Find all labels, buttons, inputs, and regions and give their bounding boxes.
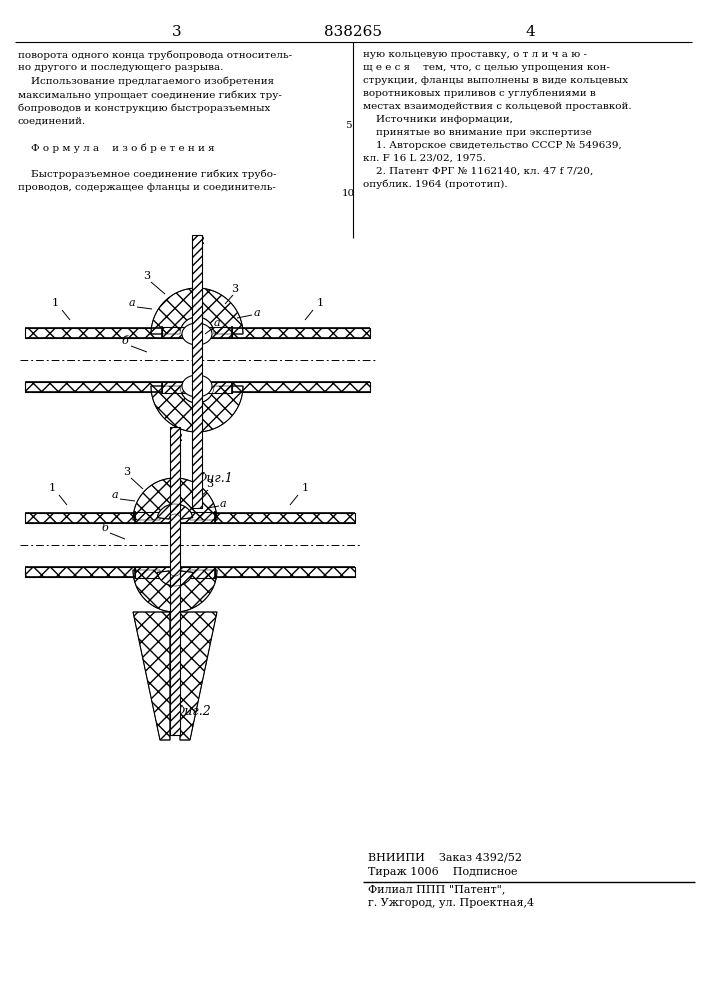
Text: б: б	[102, 523, 108, 533]
Ellipse shape	[182, 323, 212, 345]
Polygon shape	[192, 235, 202, 508]
Polygon shape	[232, 382, 370, 392]
Text: а: а	[129, 298, 135, 308]
Text: 1: 1	[301, 483, 308, 493]
Text: а: а	[254, 308, 260, 318]
Polygon shape	[162, 382, 232, 393]
Text: Филиал ППП "Патент",: Филиал ППП "Патент",	[368, 884, 506, 894]
Polygon shape	[170, 427, 180, 735]
Text: 5: 5	[345, 120, 351, 129]
Text: Тираж 1006    Подписное: Тираж 1006 Подписное	[368, 867, 518, 877]
Text: 10: 10	[341, 188, 355, 198]
Polygon shape	[135, 567, 215, 578]
Text: 3: 3	[231, 284, 238, 294]
Polygon shape	[133, 570, 217, 612]
Text: 4: 4	[525, 25, 535, 39]
Text: 1: 1	[49, 483, 56, 493]
Polygon shape	[157, 571, 193, 586]
Polygon shape	[151, 386, 243, 432]
Ellipse shape	[182, 375, 212, 397]
Polygon shape	[25, 382, 162, 392]
Polygon shape	[133, 478, 217, 520]
Polygon shape	[215, 567, 355, 577]
Polygon shape	[25, 567, 135, 577]
Polygon shape	[133, 612, 170, 740]
Text: поворота одного конца трубопровода относитель-
но другого и последующего разрыва: поворота одного конца трубопровода относ…	[18, 50, 292, 192]
Polygon shape	[25, 328, 162, 338]
Text: ную кольцевую проставку, о т л и ч а ю -
щ е е с я    тем, что, с целью упрощени: ную кольцевую проставку, о т л и ч а ю -…	[363, 50, 631, 189]
Polygon shape	[151, 288, 243, 334]
Polygon shape	[180, 612, 217, 740]
Text: г. Ужгород, ул. Проектная,4: г. Ужгород, ул. Проектная,4	[368, 898, 534, 908]
Text: ВНИИПИ    Заказ 4392/52: ВНИИПИ Заказ 4392/52	[368, 852, 522, 862]
Text: 3: 3	[124, 467, 131, 477]
Text: а: а	[214, 318, 221, 328]
Text: 3: 3	[206, 479, 214, 489]
Polygon shape	[135, 512, 215, 523]
Text: Фиг.1: Фиг.1	[197, 472, 233, 485]
Text: б: б	[122, 336, 129, 346]
Polygon shape	[157, 504, 193, 519]
Text: 2: 2	[197, 236, 204, 246]
Text: а: а	[112, 490, 118, 500]
Text: а: а	[220, 499, 226, 509]
Text: 3: 3	[144, 271, 151, 281]
Text: 838265: 838265	[324, 25, 382, 39]
Text: 1: 1	[317, 298, 324, 308]
Text: 1: 1	[52, 298, 59, 308]
Polygon shape	[25, 513, 135, 523]
Text: Фиг.2: Фиг.2	[175, 705, 211, 718]
Polygon shape	[162, 327, 232, 338]
Polygon shape	[232, 328, 370, 338]
Text: 2: 2	[175, 433, 182, 443]
Polygon shape	[215, 513, 355, 523]
Text: 3: 3	[173, 25, 182, 39]
